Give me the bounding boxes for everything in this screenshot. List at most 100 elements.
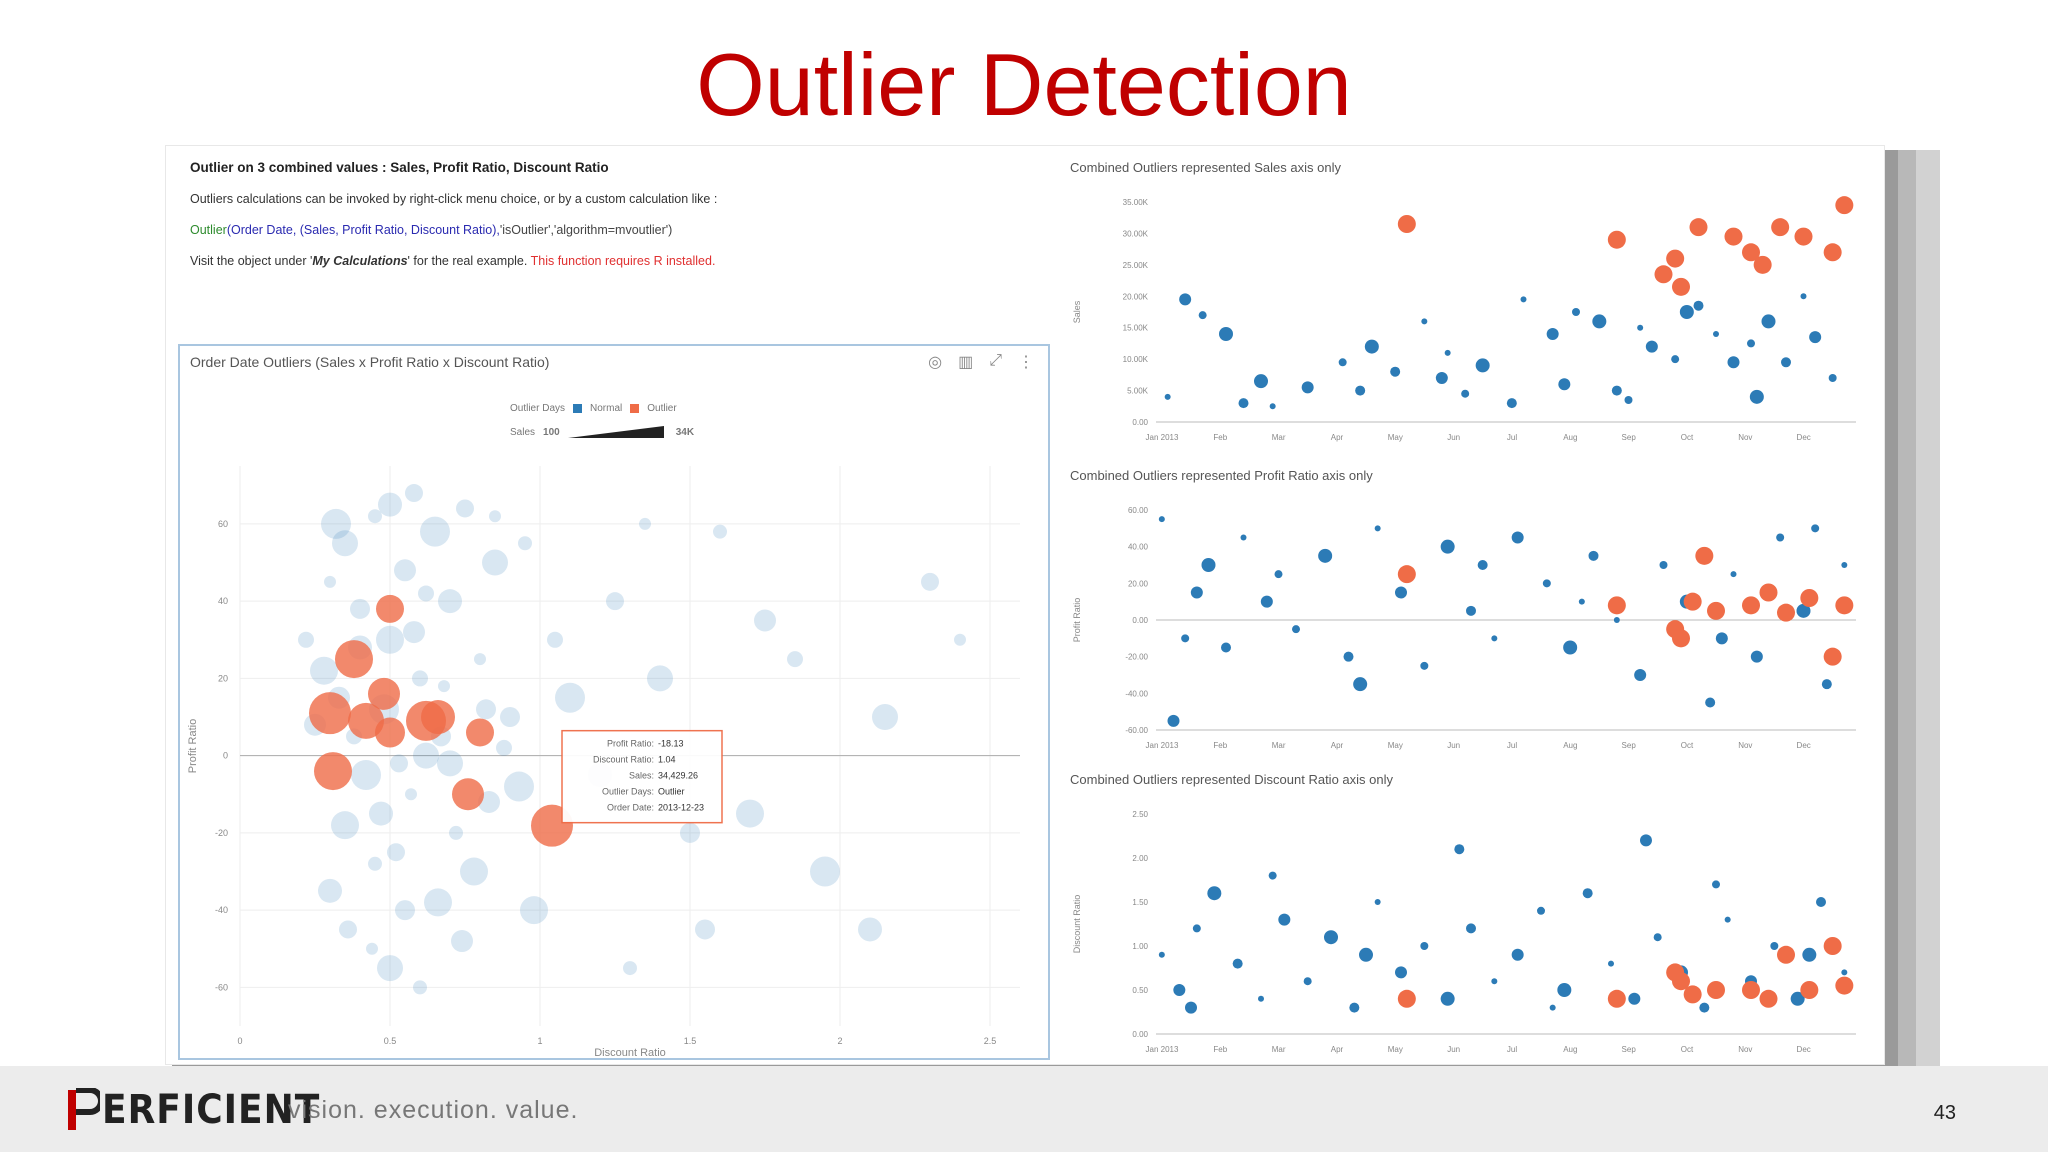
outlier-bubble bbox=[452, 778, 484, 811]
outlier-point bbox=[1397, 989, 1416, 1008]
tooltip-key: Sales: bbox=[629, 771, 654, 781]
normal-point bbox=[1592, 314, 1607, 329]
outlier-point bbox=[1666, 249, 1685, 268]
y-tick-label: 1.50 bbox=[1132, 898, 1148, 907]
normal-bubble bbox=[394, 559, 416, 582]
normal-bubble bbox=[310, 656, 338, 685]
outlier-bubble bbox=[314, 752, 352, 791]
visit-prefix: Visit the object under ' bbox=[190, 254, 313, 268]
outlier-bubble bbox=[309, 692, 351, 735]
more-icon[interactable]: ⋮ bbox=[1018, 354, 1034, 371]
normal-point bbox=[1761, 314, 1776, 329]
outlier-point bbox=[1742, 981, 1760, 999]
outlier-bubble bbox=[348, 702, 384, 739]
perficient-logo: ERFICIENT bbox=[66, 1088, 320, 1132]
normal-point bbox=[1727, 356, 1740, 369]
app-screenshot: ▸ Outlier on 3 combined values : Sales, … bbox=[166, 146, 1884, 1064]
normal-bubble bbox=[456, 499, 474, 518]
normal-bubble bbox=[810, 856, 840, 887]
legend-size-label: Sales bbox=[510, 426, 536, 438]
y-tick-label: -20 bbox=[215, 828, 228, 838]
normal-point bbox=[1770, 942, 1779, 950]
expand-icon[interactable]: ⤢ bbox=[989, 352, 1002, 369]
formula-args: (Order Date, (Sales, Profit Ratio, Disco… bbox=[226, 223, 500, 237]
outlier-point bbox=[1397, 565, 1416, 584]
y-tick-label: 60.00 bbox=[1128, 506, 1149, 515]
x-tick-label: Jan 2013 bbox=[1146, 741, 1179, 750]
x-tick-label: May bbox=[1388, 741, 1403, 750]
outlier-point bbox=[1707, 601, 1725, 620]
y-tick-label: -40 bbox=[215, 905, 228, 915]
visit-emphasis: My Calculations bbox=[312, 254, 408, 268]
y-tick-label: 0.00 bbox=[1132, 616, 1148, 625]
sales-chart[interactable]: 35.00K 30.00K 25.00K 20.00K 15.00K 10.00K 5.00… bbox=[1066, 182, 1866, 472]
normal-bubble bbox=[500, 707, 520, 728]
normal-bubble bbox=[555, 682, 585, 713]
y-tick-label: 0.00 bbox=[1132, 1030, 1148, 1039]
normal-bubble bbox=[418, 585, 434, 602]
normal-bubble bbox=[369, 801, 393, 826]
x-tick-label: Jul bbox=[1507, 1045, 1517, 1054]
x-tick-label: May bbox=[1388, 433, 1403, 442]
x-tick-label: Feb bbox=[1213, 741, 1227, 750]
normal-point bbox=[1192, 924, 1201, 933]
tooltip-value: -18.13 bbox=[658, 739, 684, 749]
outlier-point bbox=[1672, 629, 1690, 648]
info-panel: Outlier on 3 combined values : Sales, Pr… bbox=[190, 160, 1030, 268]
legend-outlier-swatch bbox=[630, 403, 640, 413]
normal-bubble bbox=[413, 742, 439, 769]
normal-point bbox=[1491, 978, 1498, 985]
normal-point bbox=[1582, 888, 1593, 899]
outlier-point bbox=[1607, 596, 1626, 615]
normal-point bbox=[1454, 844, 1465, 855]
y-tick-label: 1.00 bbox=[1132, 942, 1148, 951]
bar-chart-icon[interactable]: ▥ bbox=[958, 354, 974, 371]
discount-ratio-chart[interactable]: 2.50 2.00 1.50 1.00 0.50 0.00 Jan 2013 Feb Mar Ap… bbox=[1066, 794, 1866, 1064]
y-tick-label: 60 bbox=[218, 519, 228, 529]
normal-bubble bbox=[412, 670, 428, 687]
normal-point bbox=[1461, 389, 1470, 398]
outlier-point bbox=[1759, 583, 1778, 602]
x-tick-label: Feb bbox=[1213, 1045, 1227, 1054]
profit-ratio-chart[interactable]: 60.00 40.00 20.00 0.00 -20.00 -40.00 -60.00 Jan… bbox=[1066, 490, 1866, 780]
normal-point bbox=[1258, 995, 1264, 1002]
footer: ERFICIENT vision. execution. value. 43 bbox=[0, 1066, 2048, 1152]
outlier-point bbox=[1742, 596, 1760, 615]
bubble-chart-panel[interactable]: Order Date Outliers (Sales x Profit Rati… bbox=[178, 344, 1050, 1060]
normal-point bbox=[1318, 548, 1333, 563]
outlier-bubble bbox=[375, 717, 405, 748]
x-tick-label: 1.5 bbox=[684, 1036, 697, 1046]
normal-point bbox=[1705, 697, 1716, 708]
outlier-point bbox=[1835, 196, 1854, 215]
outlier-point bbox=[1777, 945, 1795, 964]
outlier-point bbox=[1654, 265, 1673, 284]
normal-point bbox=[1563, 640, 1578, 655]
normal-bubble bbox=[420, 516, 450, 547]
refresh-icon[interactable]: ◎ bbox=[928, 354, 943, 371]
normal-point bbox=[1749, 389, 1764, 404]
normal-point bbox=[1301, 381, 1314, 394]
bubble-chart[interactable]: 0 0.5 1 1.5 2 2.5 60 40 20 0 -20 -40 -60 Discount Rat… bbox=[180, 346, 1048, 1058]
normal-point bbox=[1164, 393, 1171, 400]
tagline: vision. execution. value. bbox=[288, 1096, 579, 1124]
normal-point bbox=[1338, 358, 1347, 367]
normal-bubble bbox=[368, 509, 382, 524]
outlier-point bbox=[1683, 592, 1702, 611]
normal-point bbox=[1268, 871, 1277, 880]
normal-bubble bbox=[713, 524, 727, 539]
x-tick-label: Jan 2013 bbox=[1146, 433, 1179, 442]
outlier-point bbox=[1707, 981, 1725, 999]
legend-size-row: Sales 100 34K bbox=[510, 420, 694, 444]
outlier-point bbox=[1607, 989, 1626, 1008]
normal-bubble bbox=[449, 825, 463, 840]
normal-point bbox=[1491, 635, 1498, 642]
logo-text: ERFICIENT bbox=[102, 1087, 321, 1133]
normal-point bbox=[1466, 605, 1476, 616]
outlier-point bbox=[1823, 243, 1842, 262]
normal-bubble bbox=[518, 536, 532, 551]
normal-bubble bbox=[377, 955, 403, 982]
y-tick-label: 40 bbox=[218, 596, 228, 606]
normal-point bbox=[1724, 916, 1731, 923]
slide-title: Outlier Detection bbox=[696, 35, 1352, 134]
normal-bubble bbox=[351, 759, 381, 790]
